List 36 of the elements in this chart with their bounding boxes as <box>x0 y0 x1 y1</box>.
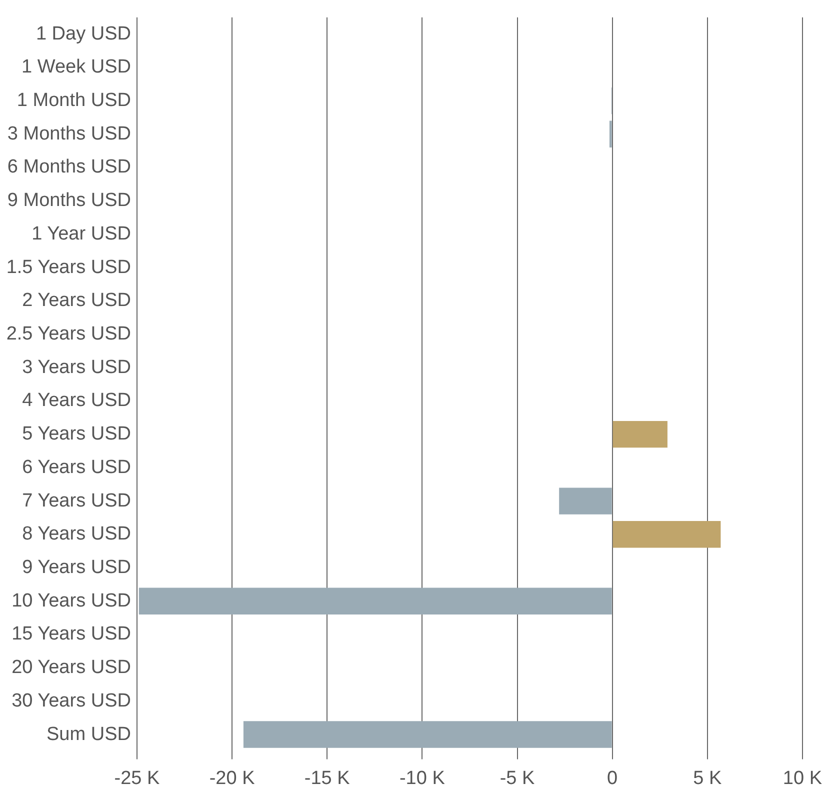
x-tick-label: 5 K <box>693 768 722 789</box>
y-tick-label: 20 Years USD <box>12 657 131 678</box>
y-tick-label: 2.5 Years USD <box>6 324 131 345</box>
y-tick-label: 3 Years USD <box>22 356 131 378</box>
y-tick-label: 1 Day USD <box>36 23 131 44</box>
y-tick-label: 1 Week USD <box>22 56 131 78</box>
y-tick-label: 30 Years USD <box>12 690 131 712</box>
x-tick-label: 0 <box>607 768 618 789</box>
bar <box>612 420 668 448</box>
y-tick-label: 2 Years USD <box>22 290 131 312</box>
y-tick-label: 3 Months USD <box>7 123 131 144</box>
y-tick-label: 15 Years USD <box>12 624 131 645</box>
y-tick-label: 1 Year USD <box>32 223 131 244</box>
y-tick-label: 10 Years USD <box>12 590 131 612</box>
y-tick-label: 1 Month USD <box>16 90 131 112</box>
x-tick-label: -25 K <box>114 768 160 789</box>
y-tick-label: 1.5 Years USD <box>6 256 131 278</box>
y-tick-label: 4 Years USD <box>22 390 131 412</box>
y-tick-label: Sum USD <box>46 724 131 745</box>
y-tick-label: 6 Months USD <box>7 156 131 178</box>
bar <box>243 721 612 748</box>
y-tick-label: 7 Years USD <box>22 490 131 512</box>
y-tick-label: 8 Years USD <box>22 524 131 545</box>
x-tick-label: -10 K <box>399 768 446 789</box>
y-tick-label: 9 Years USD <box>22 556 131 578</box>
bar <box>609 120 612 148</box>
y-tick-label: 6 Years USD <box>22 456 131 478</box>
x-tick-label: -20 K <box>209 768 256 789</box>
y-tick-label: 5 Years USD <box>22 424 131 445</box>
x-tick-label: -15 K <box>304 768 350 789</box>
bar <box>612 521 721 548</box>
x-tick-label: -5 K <box>500 768 535 789</box>
y-tick-label: 9 Months USD <box>7 190 131 212</box>
bar <box>559 488 612 514</box>
x-tick-label: 10 K <box>782 768 822 789</box>
bar <box>138 588 612 614</box>
